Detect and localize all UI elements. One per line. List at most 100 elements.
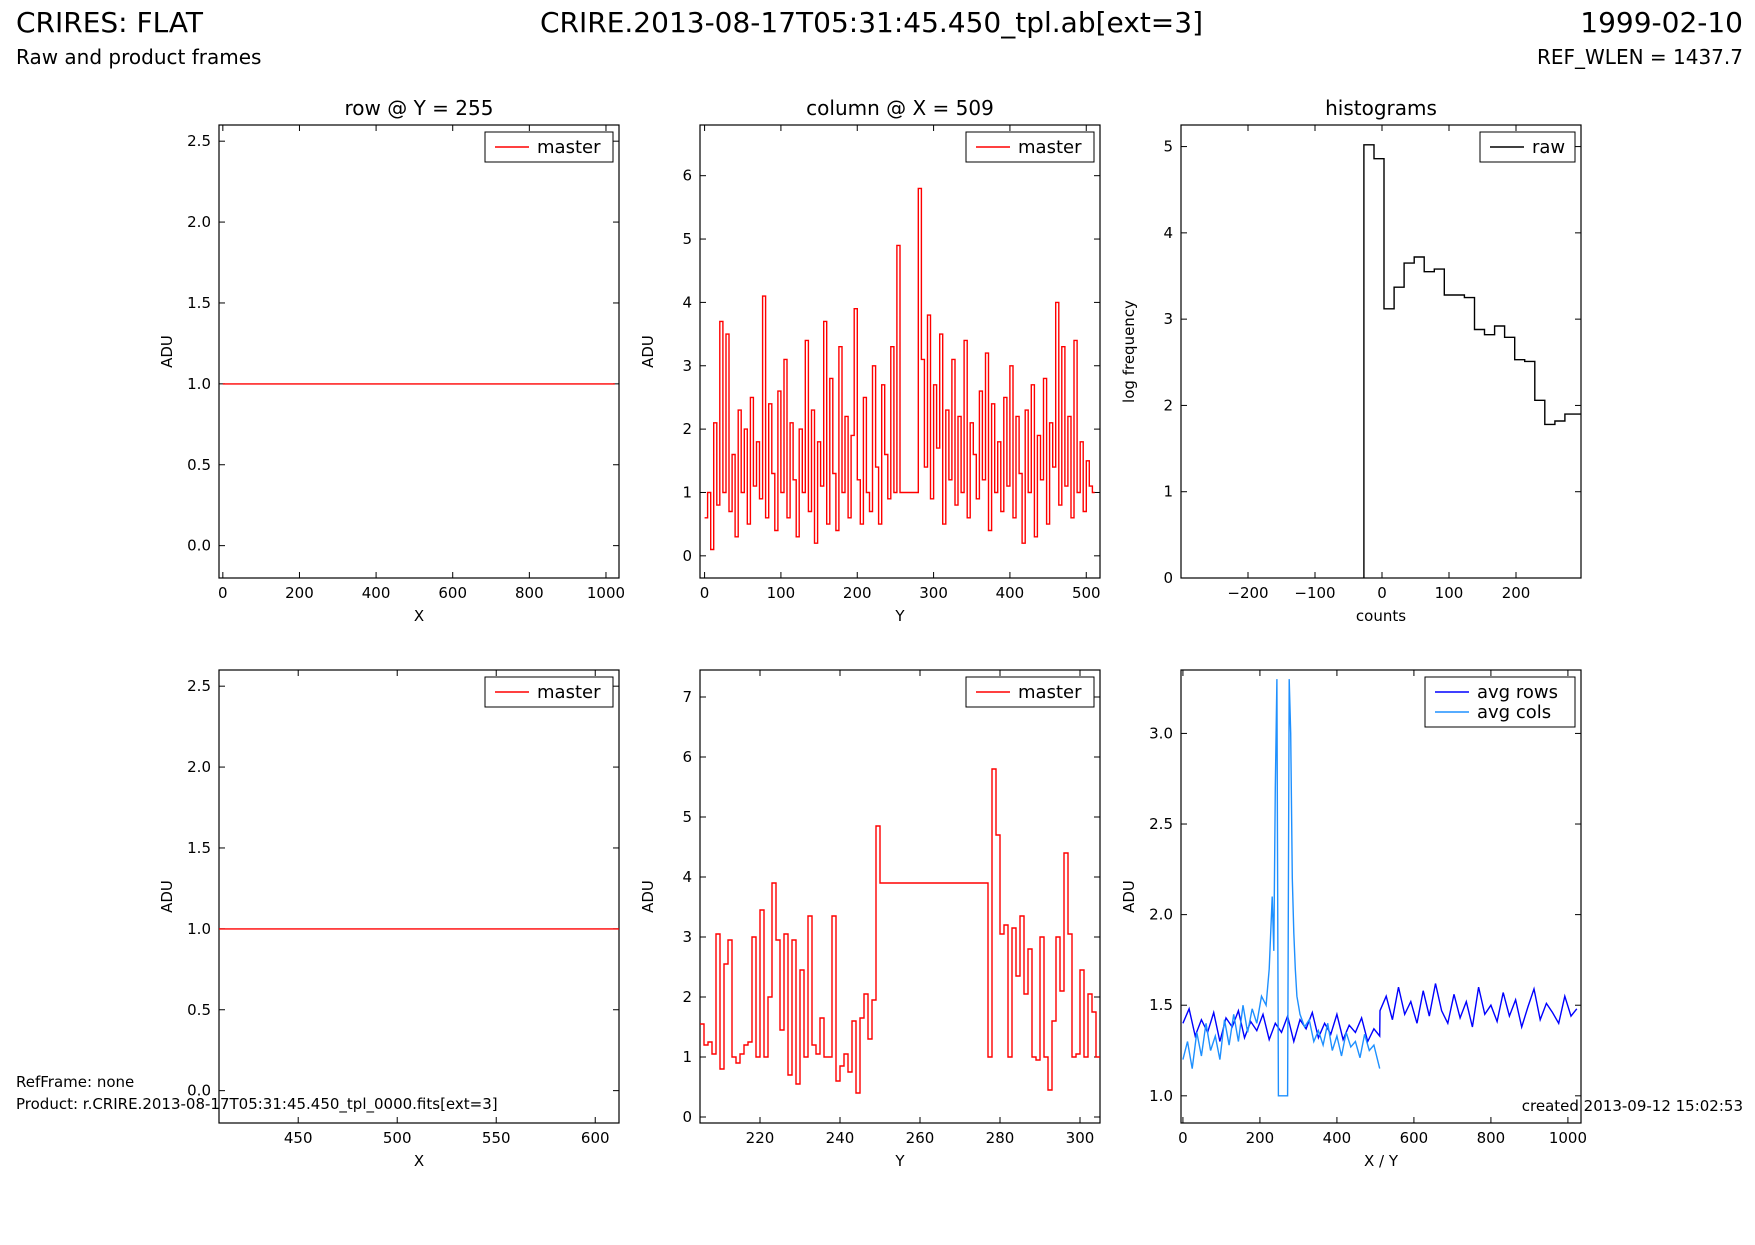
series-line-raw (1363, 144, 1581, 578)
x-tick-label: 1000 (587, 584, 625, 602)
x-tick-label: 400 (362, 584, 391, 602)
x-tick-label: 600 (438, 584, 467, 602)
legend-label: avg rows (1477, 682, 1558, 703)
legend-label: avg cols (1477, 702, 1551, 723)
plot-frame (218, 124, 620, 579)
y-tick-label: 1.5 (1149, 996, 1173, 1014)
y-tick-label: 5 (1163, 138, 1173, 156)
y-tick-label: 0 (682, 547, 692, 565)
y-tick-label: 1 (1163, 483, 1173, 501)
y-tick-label: 2 (682, 420, 692, 438)
y-tick-label: 2.5 (187, 132, 211, 150)
y-tick-label: 2.0 (187, 758, 211, 776)
plot-frame (218, 669, 620, 1124)
series-line-master (704, 187, 1095, 551)
date-label: 1999-02-10 (1580, 6, 1743, 39)
created-label: created 2013-09-12 15:02:53 (1521, 1097, 1743, 1115)
x-tick-label: 280 (986, 1129, 1015, 1147)
x-tick-label: 300 (1066, 1129, 1095, 1147)
y-tick-label: 1 (682, 483, 692, 501)
y-tick-label: 4 (1163, 224, 1173, 242)
y-tick-label: 1 (682, 1048, 692, 1066)
y-tick-label: 0.5 (187, 456, 211, 474)
x-tick-label: 800 (1477, 1129, 1506, 1147)
x-tick-label: 300 (919, 584, 948, 602)
x-tick-label: 600 (1400, 1129, 1429, 1147)
y-axis-label: log frequency (1120, 300, 1138, 403)
x-tick-label: 200 (1246, 1129, 1275, 1147)
series-line-master (700, 768, 1100, 1094)
page-subtitle: Raw and product frames (16, 45, 262, 69)
x-axis-label: Y (894, 607, 905, 625)
x-tick-label: −200 (1227, 584, 1268, 602)
y-axis-label: ADU (639, 335, 657, 368)
legend-label: master (537, 137, 601, 158)
x-tick-label: 0 (1377, 584, 1387, 602)
x-tick-label: 0 (218, 584, 228, 602)
y-tick-label: 2.5 (187, 677, 211, 695)
x-tick-label: 500 (383, 1129, 412, 1147)
x-tick-label: 100 (1435, 584, 1464, 602)
y-tick-label: 3 (682, 357, 692, 375)
product-label: Product: r.CRIRE.2013-08-17T05:31:45.450… (16, 1095, 498, 1113)
x-tick-label: 800 (515, 584, 544, 602)
x-tick-label: 200 (1502, 584, 1531, 602)
y-tick-label: 5 (682, 230, 692, 248)
x-tick-label: 0 (700, 584, 710, 602)
x-tick-label: 600 (581, 1129, 610, 1147)
legend-label: master (1018, 682, 1082, 703)
y-tick-label: 4 (682, 868, 692, 886)
plot-frame (1180, 124, 1582, 579)
x-tick-label: 550 (482, 1129, 511, 1147)
x-axis-label: counts (1356, 607, 1406, 625)
y-tick-label: 0.5 (187, 1001, 211, 1019)
plot-frame (1180, 669, 1582, 1124)
y-tick-label: 3 (682, 928, 692, 946)
x-tick-label: 450 (284, 1129, 313, 1147)
x-tick-label: 200 (843, 584, 872, 602)
y-axis-label: ADU (158, 880, 176, 913)
x-tick-label: 220 (746, 1129, 775, 1147)
y-tick-label: 1.0 (1149, 1087, 1173, 1105)
legend-box (1424, 676, 1576, 728)
y-tick-label: 2 (1163, 396, 1173, 414)
legend-label: master (537, 682, 601, 703)
x-tick-label: 100 (767, 584, 796, 602)
y-tick-label: 0.0 (187, 1082, 211, 1100)
y-tick-label: 0 (682, 1108, 692, 1126)
x-tick-label: 200 (285, 584, 314, 602)
y-tick-label: 1.5 (187, 294, 211, 312)
y-tick-label: 2.5 (1149, 815, 1173, 833)
y-tick-label: 5 (682, 808, 692, 826)
y-tick-label: 3 (1163, 310, 1173, 328)
plot-frame (699, 669, 1101, 1124)
x-axis-label: X / Y (1364, 1152, 1399, 1170)
frame-title: CRIRE.2013-08-17T05:31:45.450_tpl.ab[ext… (540, 6, 1204, 39)
legend-label: raw (1532, 137, 1565, 158)
x-axis-label: Y (894, 1152, 905, 1170)
x-tick-label: 500 (1072, 584, 1101, 602)
x-tick-label: 0 (1178, 1129, 1188, 1147)
y-tick-label: 2.0 (1149, 906, 1173, 924)
y-tick-label: 6 (682, 167, 692, 185)
ref-wlen-label: REF_WLEN = 1437.7 (1536, 45, 1743, 69)
x-tick-label: 400 (1323, 1129, 1352, 1147)
x-axis-label: X (414, 1152, 424, 1170)
plot-title: row @ Y = 255 (345, 96, 494, 120)
y-tick-label: 6 (682, 748, 692, 766)
x-tick-label: −100 (1294, 584, 1335, 602)
y-tick-label: 0 (1163, 569, 1173, 587)
y-tick-label: 3.0 (1149, 724, 1173, 742)
x-tick-label: 240 (826, 1129, 855, 1147)
plot-title: histograms (1325, 96, 1437, 120)
x-axis-label: X (414, 607, 424, 625)
y-tick-label: 1.0 (187, 375, 211, 393)
y-tick-label: 2 (682, 988, 692, 1006)
y-tick-label: 4 (682, 293, 692, 311)
legend-box (1479, 131, 1576, 163)
ref-frame-label: RefFrame: none (16, 1073, 135, 1091)
y-tick-label: 7 (682, 688, 692, 706)
y-axis-label: ADU (639, 880, 657, 913)
y-axis-label: ADU (1120, 880, 1138, 913)
